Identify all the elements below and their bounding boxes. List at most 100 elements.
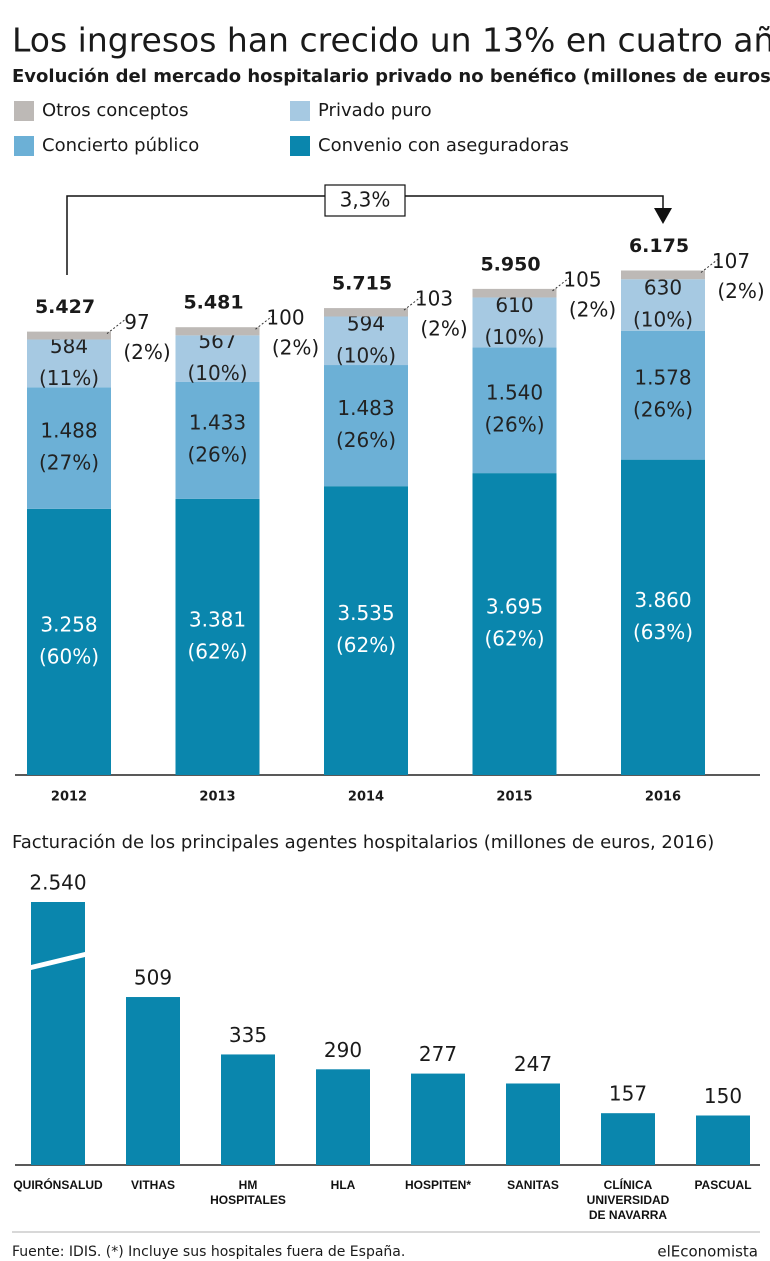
- segment-share: (2%): [717, 279, 764, 303]
- legend-label: Concierto público: [42, 135, 199, 156]
- bar: [126, 997, 180, 1165]
- segment-label: 1.433: [189, 411, 246, 435]
- segment-label: 3.695: [486, 595, 543, 619]
- leader-line: [106, 319, 126, 335]
- segment-label: 103: [415, 287, 453, 311]
- total-label: 5.427: [35, 296, 95, 318]
- bar-segment: [472, 297, 557, 348]
- x-tick-label: SANITAS: [507, 1178, 559, 1192]
- bar-segment: [472, 473, 557, 775]
- x-tick-label: HOSPITEN*: [404, 1178, 471, 1192]
- value-label: 150: [704, 1084, 742, 1108]
- bar: [601, 1113, 655, 1165]
- x-tick-label: QUIRÓNSALUD: [13, 1178, 103, 1192]
- legend-swatch: [14, 101, 34, 121]
- x-tick-label: VITHAS: [130, 1178, 175, 1192]
- bar: [506, 1083, 560, 1165]
- bar-segment: [324, 486, 408, 775]
- segment-share: (63%): [633, 620, 693, 644]
- segment-share: (26%): [187, 443, 247, 467]
- bar-segment: [175, 335, 260, 382]
- axis-break: [28, 951, 88, 971]
- value-label: 290: [324, 1038, 362, 1062]
- segment-label: 1.540: [486, 381, 543, 405]
- total-label: 5.950: [480, 253, 540, 275]
- bar-segment: [621, 330, 705, 460]
- segment-share: (60%): [39, 644, 99, 668]
- segment-share: (2%): [420, 317, 467, 341]
- segment-share: (10%): [336, 343, 396, 367]
- segment-share: (62%): [336, 633, 396, 657]
- legend-swatch: [14, 136, 34, 156]
- bar-segment: [175, 381, 260, 499]
- source: Fuente: IDIS. (*) Incluye sus hospitales…: [12, 1244, 405, 1260]
- x-tick-label: HM HOSPITALES: [210, 1178, 286, 1207]
- bar-segment: [472, 347, 557, 474]
- bar-segment: [621, 459, 705, 775]
- bar: [316, 1069, 370, 1165]
- bar-segment: [621, 279, 705, 331]
- x-tick-label: 2012: [51, 790, 87, 805]
- segment-label: 105: [563, 267, 601, 291]
- value-label: 157: [609, 1082, 647, 1106]
- bar-segment: [175, 498, 260, 775]
- bar: [411, 1073, 465, 1165]
- segment-label: 3.860: [634, 588, 691, 612]
- annotation-box: [324, 184, 406, 217]
- bar-segment: [324, 308, 408, 317]
- segment-label: 97: [124, 310, 149, 334]
- x-tick-label: 2013: [199, 790, 235, 805]
- total-label: 5.715: [332, 273, 392, 295]
- segment-label: 107: [712, 249, 750, 273]
- segment-label: 1.578: [634, 366, 691, 390]
- segment-share: (2%): [272, 336, 319, 360]
- legend-label: Privado puro: [318, 100, 432, 121]
- value-label: 247: [514, 1052, 552, 1076]
- segment-share: (27%): [39, 451, 99, 475]
- bar-segment: [175, 327, 260, 336]
- segment-share: (62%): [484, 627, 544, 651]
- arrow-head: [654, 208, 672, 224]
- segment-share: (2%): [123, 340, 170, 364]
- segment-share: (62%): [187, 639, 247, 663]
- x-tick-label: CLÍNICA UNIVERSIDAD DE NAVARRA: [586, 1178, 670, 1222]
- segment-label: 1.483: [337, 396, 394, 420]
- annotation: 3,3%: [340, 188, 391, 212]
- x-tick-label: 2014: [348, 790, 384, 805]
- segment-label: 100: [266, 306, 304, 330]
- brand: elEconomista: [657, 1243, 758, 1261]
- segment-label: 3.258: [40, 612, 97, 636]
- chart2-title: Facturación de los principales agentes h…: [12, 832, 714, 853]
- bar-segment: [27, 387, 111, 509]
- x-tick-label: HLA: [330, 1178, 356, 1192]
- legend-swatch: [290, 136, 310, 156]
- bar: [221, 1054, 275, 1165]
- legend-label: Convenio con aseguradoras: [318, 135, 569, 156]
- x-tick-label: PASCUAL: [694, 1178, 752, 1192]
- value-label: 335: [229, 1023, 267, 1047]
- title: Los ingresos han crecido un 13% en cuatr…: [12, 21, 770, 60]
- bar: [696, 1115, 750, 1165]
- bar-segment: [472, 288, 557, 298]
- bar-segment: [27, 339, 111, 388]
- bar: [31, 902, 85, 1165]
- value-label: 509: [134, 966, 172, 990]
- segment-label: 3.381: [189, 607, 246, 631]
- x-tick-label: 2015: [496, 790, 532, 805]
- bar-segment: [621, 270, 705, 280]
- segment-share: (26%): [336, 428, 396, 452]
- legend-label: Otros conceptos: [42, 100, 189, 121]
- subtitle: Evolución del mercado hospitalario priva…: [12, 66, 770, 87]
- segment-label: 3.535: [337, 601, 394, 625]
- segment-share: (26%): [484, 413, 544, 437]
- total-label: 6.175: [629, 235, 689, 257]
- bar-segment: [27, 331, 111, 340]
- value-label: 277: [419, 1042, 457, 1066]
- x-tick-label: 2016: [645, 790, 681, 805]
- segment-label: 1.488: [40, 419, 97, 443]
- segment-label: 630: [644, 275, 682, 299]
- segment-share: (11%): [39, 366, 99, 390]
- segment-share: (10%): [633, 307, 693, 331]
- total-label: 5.481: [183, 292, 243, 314]
- bar-segment: [324, 316, 408, 366]
